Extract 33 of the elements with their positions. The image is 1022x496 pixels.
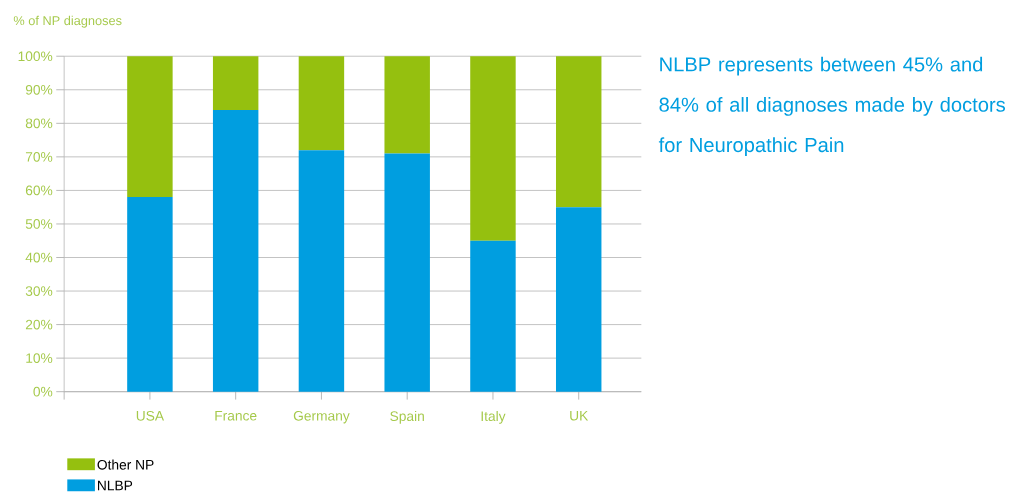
bar	[470, 240, 516, 392]
bar	[555, 207, 602, 392]
x-tick-label: Italy	[481, 411, 506, 424]
x-tick-label: France	[215, 411, 257, 421]
y-tick-label: 80%	[25, 118, 53, 129]
bar	[298, 150, 345, 392]
legend-label: NLBP	[98, 480, 133, 491]
y-axis-title: % of NP diagnoses	[13, 15, 122, 28]
text: NLBP represents between 45% and 84% of all diagnoses made by doctors for Neuropathic Pain	[658, 56, 1006, 157]
y-tick-label: 90%	[25, 85, 53, 95]
bar	[298, 56, 345, 151]
y-tick-label: 20%	[25, 319, 53, 330]
bar	[212, 56, 259, 111]
bar	[212, 110, 259, 392]
x-tick-label: Germany	[293, 411, 350, 424]
bar	[384, 153, 430, 392]
bar	[555, 56, 602, 208]
y-tick-label: 60%	[25, 185, 53, 196]
y-tick-label: 10%	[26, 353, 53, 364]
bar	[127, 197, 173, 392]
y-tick-label: 100%	[18, 51, 53, 62]
x-tick-label: Spain	[390, 411, 424, 424]
y-tick-label: 30%	[25, 286, 53, 297]
bar	[470, 56, 516, 241]
x-tick-label: UK	[570, 411, 589, 421]
x-tick-label: USA	[136, 411, 165, 421]
y-tick-label: 50%	[25, 219, 53, 229]
y-tick-label: 40%	[25, 252, 53, 263]
legend-label: Other NP	[97, 459, 154, 470]
bar	[384, 56, 430, 154]
bar	[127, 56, 173, 198]
y-tick-label: 70%	[25, 152, 53, 162]
y-tick-label: 0%	[33, 386, 53, 397]
